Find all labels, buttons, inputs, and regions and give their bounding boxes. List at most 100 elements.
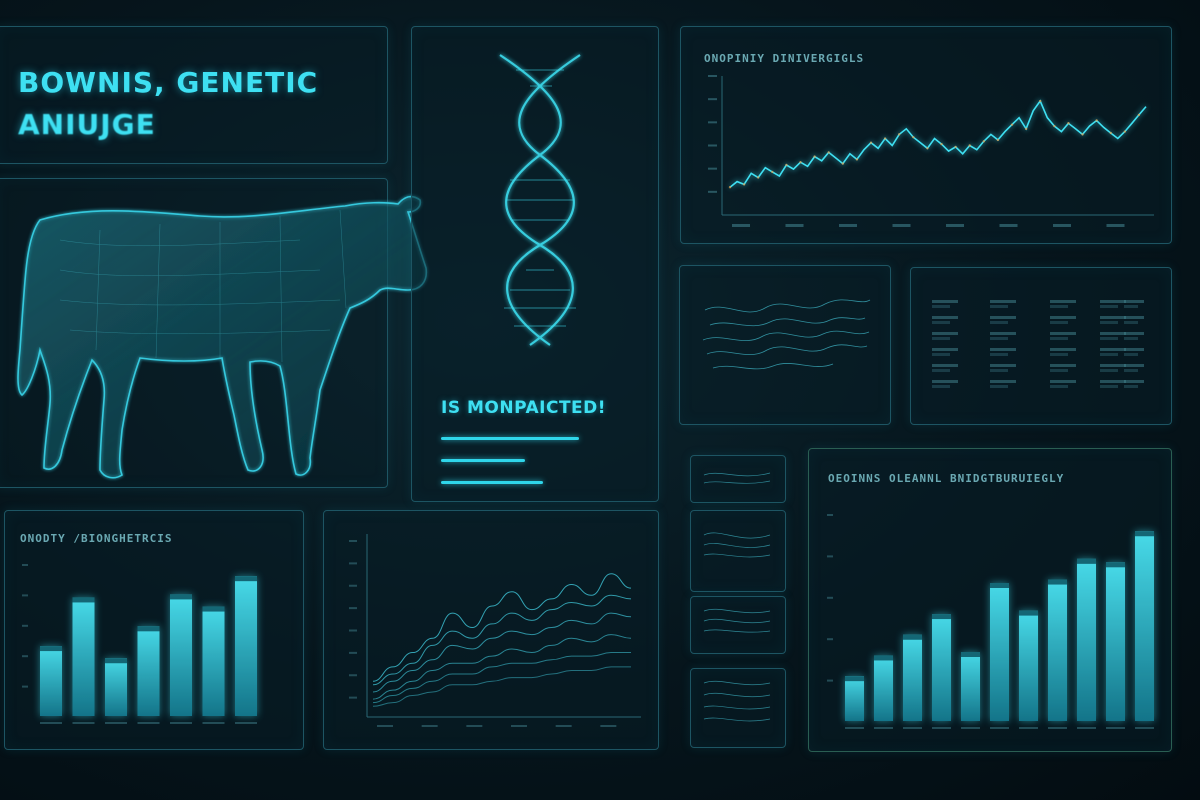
bar-chart-left [22, 564, 257, 724]
x-tick [421, 725, 438, 727]
table-cell [1100, 353, 1118, 356]
bar-cap [845, 676, 864, 682]
table-cell [990, 369, 1008, 372]
y-tick [349, 696, 357, 699]
bar-cap [40, 646, 62, 652]
thumbnail-3[interactable] [690, 596, 786, 654]
x-tick [1106, 727, 1125, 729]
table-cell [932, 380, 958, 383]
table-cell [1050, 337, 1068, 340]
table-cell [932, 369, 950, 372]
y-tick [349, 674, 357, 677]
data-point [898, 133, 901, 136]
data-point [757, 176, 760, 179]
table-cell [932, 353, 950, 356]
thumbnail-1[interactable] [690, 455, 786, 503]
line-series [372, 666, 631, 707]
bar-chart-left-title: ONODTY /BIONGHETRCIS [20, 532, 173, 545]
x-tick [1135, 727, 1154, 729]
data-point [1067, 122, 1070, 125]
data-table-panel [910, 267, 1172, 425]
table-cell [990, 305, 1008, 308]
x-tick [40, 722, 62, 724]
progress-bar-1 [441, 437, 579, 440]
table-cell [990, 364, 1016, 367]
data-point [883, 137, 887, 140]
line-series [372, 634, 632, 700]
y-tick [22, 685, 28, 688]
bar-cap [235, 576, 257, 582]
data-point [996, 138, 1000, 142]
bar [845, 676, 864, 721]
table-cell [1050, 348, 1076, 351]
bar-cap [1077, 558, 1096, 564]
dna-panel [411, 26, 659, 502]
x-tick [961, 727, 980, 729]
table-cell [1124, 305, 1138, 308]
bar-cap [202, 606, 225, 612]
line-series [729, 99, 1147, 188]
line-series [372, 573, 632, 682]
table-cell [1050, 353, 1068, 356]
data-point [1109, 131, 1112, 135]
x-tick [903, 727, 922, 729]
cow-wireframe-image [17, 195, 428, 479]
bar-cap [170, 594, 192, 600]
data-point [841, 162, 845, 165]
thumbnail-graphics [703, 472, 771, 722]
data-point [742, 183, 746, 186]
y-tick [827, 596, 833, 599]
table-cell [1124, 380, 1144, 383]
table-cell [1124, 332, 1144, 335]
table-cell [932, 337, 950, 340]
y-tick [708, 144, 717, 147]
x-tick [600, 725, 617, 727]
table-cell [1050, 332, 1076, 335]
line-chart [708, 75, 1154, 227]
bar [903, 634, 922, 721]
table-cell [1100, 316, 1126, 319]
bar [72, 597, 95, 716]
x-tick [1053, 224, 1071, 227]
data-point [1024, 127, 1028, 131]
table-cell [1124, 385, 1138, 388]
table-cell [932, 316, 958, 319]
thumbnail-2[interactable] [690, 510, 786, 592]
table-cell [1050, 380, 1076, 383]
data-point [926, 147, 929, 150]
bar-cap [874, 655, 893, 661]
multi-line-chart [349, 534, 641, 727]
thumbnail-4[interactable] [690, 668, 786, 748]
x-tick [202, 722, 225, 724]
y-tick [827, 555, 833, 558]
x-tick [137, 722, 160, 724]
y-tick [827, 679, 833, 682]
x-tick [1077, 727, 1096, 729]
table-cell [1100, 305, 1118, 308]
y-tick [708, 121, 717, 124]
bar-cap [72, 597, 95, 603]
table-cell [1124, 348, 1144, 351]
data-point [1095, 119, 1098, 122]
bar-cap [105, 658, 127, 664]
table-cell [932, 385, 950, 388]
x-tick [932, 727, 951, 729]
progress-bar-3 [441, 481, 543, 484]
page-subtitle: ANIUJGE [18, 108, 156, 141]
table-cell [932, 300, 958, 303]
x-tick [1019, 727, 1038, 729]
bar [1135, 531, 1154, 721]
table-cell [1100, 348, 1126, 351]
y-tick [349, 651, 357, 654]
y-tick [349, 540, 357, 542]
bar-chart-right-title: OEOINNS OLEANNL BNIDGTBURUIEGLY [828, 472, 1065, 485]
line-series [372, 612, 632, 693]
bar-chart-right [827, 514, 1154, 729]
table-cell [1050, 369, 1068, 372]
x-tick [845, 727, 864, 729]
y-tick [708, 98, 717, 101]
page-title: BOWNIS, GENETIC [18, 66, 319, 99]
x-tick [1048, 727, 1067, 729]
table-cell [990, 337, 1008, 340]
data-point [1081, 133, 1084, 136]
